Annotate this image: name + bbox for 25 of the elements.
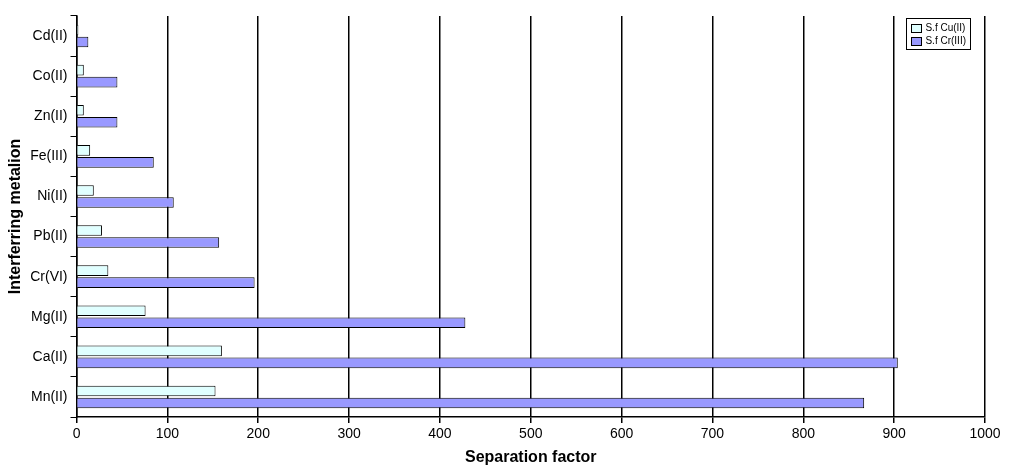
x-tick-label: 900 xyxy=(882,425,907,442)
x-tick-label: 600 xyxy=(609,425,634,442)
legend-label: S.f Cu(II) xyxy=(924,21,966,34)
y-tick-label: Ni(II) xyxy=(37,187,68,204)
y-tick-label: Cr(VI) xyxy=(30,267,68,284)
y-tick-label: Zn(II) xyxy=(34,107,68,124)
x-tick-label: 100 xyxy=(155,425,180,442)
x-tick-label: 200 xyxy=(246,425,271,442)
x-tick-label: 800 xyxy=(791,425,816,442)
y-tick-label: Co(II) xyxy=(32,67,68,84)
x-tick-label: 500 xyxy=(519,425,543,442)
x-tick-label: 1000 xyxy=(969,425,1001,442)
y-tick-label: Mn(II) xyxy=(30,387,68,404)
y-axis-title: Interferring metalion xyxy=(6,138,24,295)
legend-label: S.f Cr(III) xyxy=(924,34,966,47)
x-tick-label: 700 xyxy=(700,425,725,442)
y-tick-label: Mg(II) xyxy=(30,307,68,324)
x-axis-title: Separation factor xyxy=(464,447,597,465)
x-tick-label: 400 xyxy=(428,425,452,442)
x-tick-label: 0 xyxy=(72,425,81,442)
y-tick-label: Cd(II) xyxy=(32,26,68,43)
y-tick-label: Pb(II) xyxy=(33,227,68,244)
x-tick-label: 300 xyxy=(337,425,361,442)
y-tick-label: Ca(II) xyxy=(32,347,68,364)
y-tick-label: Fe(III) xyxy=(30,147,68,164)
